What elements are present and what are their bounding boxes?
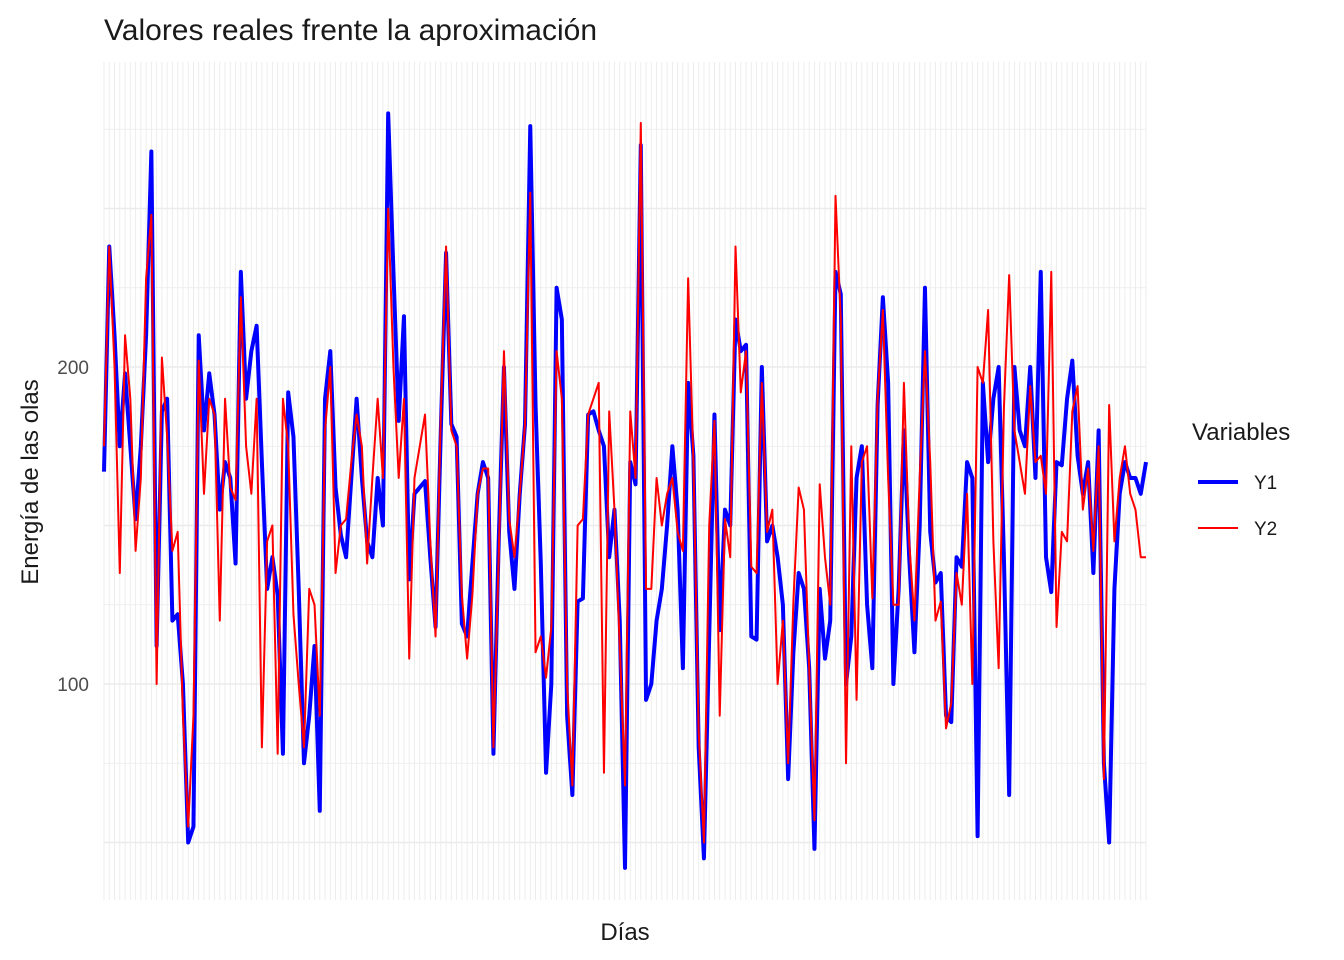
legend: Variables Y1 Y2 — [1192, 419, 1290, 540]
legend-label-y1: Y1 — [1254, 473, 1277, 494]
series-layer — [102, 111, 1148, 870]
series-line-y2 — [103, 121, 1146, 844]
y-tick-label: 100 — [57, 675, 89, 696]
y-axis-ticks: 100 200 — [57, 358, 89, 696]
y-axis-title: Energía de las olas — [17, 379, 44, 584]
legend-label-y2: Y2 — [1254, 519, 1277, 540]
y-tick-label: 200 — [57, 358, 89, 379]
x-axis-title: Días — [600, 919, 649, 946]
chart-title: Valores reales frente la aproximación — [104, 14, 597, 47]
series-line-y1 — [102, 111, 1148, 870]
legend-title: Variables — [1192, 419, 1290, 446]
